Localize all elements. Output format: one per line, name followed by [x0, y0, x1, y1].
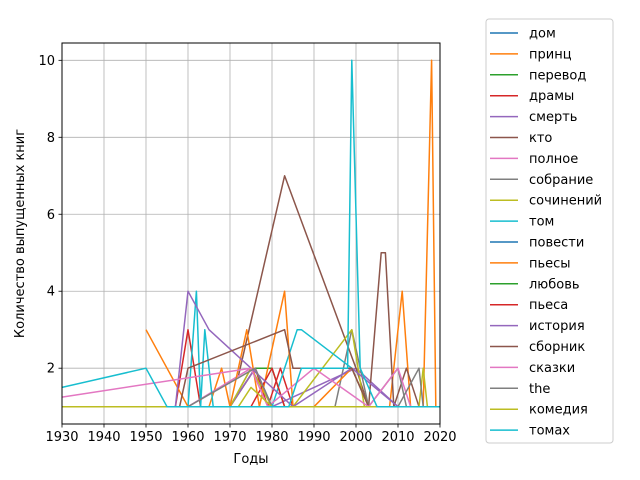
legend-label: драмы — [529, 89, 574, 104]
series-line-томах — [61, 59, 440, 408]
series-line-кто — [237, 175, 440, 408]
legend-label: кто — [529, 131, 552, 146]
legend-label: сочинений — [529, 194, 602, 209]
y-axis-label: Количество выпущенных книг — [13, 129, 28, 338]
x-axis: 1930 1940 1950 1960 1970 1980 1990 2000 2010 2020 — [45, 424, 457, 445]
legend-label: сборник — [529, 340, 585, 355]
legend-label: том — [529, 215, 554, 230]
y-tick-label: 4 — [47, 285, 55, 300]
x-tick-label: 2010 — [381, 430, 414, 445]
series-layer — [61, 59, 440, 408]
y-tick-label: 10 — [38, 54, 55, 69]
y-tick-label: 8 — [47, 131, 55, 146]
x-tick-label: 1950 — [129, 430, 162, 445]
legend-label: пьеса — [529, 298, 568, 313]
x-tick-label: 1960 — [171, 430, 204, 445]
legend-label: the — [529, 382, 550, 397]
legend-label: сказки — [529, 361, 575, 376]
x-tick-label: 1970 — [213, 430, 246, 445]
x-axis-label: Годы — [233, 452, 268, 467]
legend-label: томах — [529, 424, 570, 439]
legend-label: комедия — [529, 403, 588, 418]
legend-label: пьесы — [529, 256, 571, 271]
x-tick-label: 2000 — [339, 430, 372, 445]
plot-frame — [61, 42, 441, 425]
legend-label: полное — [529, 152, 578, 167]
y-tick-label: 2 — [47, 362, 55, 377]
legend-box — [485, 18, 614, 444]
series-line-сборник — [62, 328, 440, 408]
x-tick-label: 2020 — [423, 430, 456, 445]
y-axis: 2 4 6 8 10 — [38, 54, 62, 377]
x-tick-label: 1930 — [45, 430, 78, 445]
x-tick-label: 1940 — [87, 430, 120, 445]
y-tick-label: 6 — [47, 208, 55, 223]
legend-label: перевод — [529, 68, 586, 83]
legend-label: история — [529, 319, 585, 334]
series-line-сказки — [61, 367, 440, 408]
legend-label: повести — [529, 236, 584, 251]
x-tick-label: 1990 — [297, 430, 330, 445]
legend-label: принц — [529, 47, 572, 62]
x-tick-label: 1980 — [255, 430, 288, 445]
series-line-сочинений — [62, 328, 440, 408]
legend-label: любовь — [529, 277, 580, 292]
legend-label: смерть — [529, 110, 577, 125]
legend-label: собрание — [529, 173, 593, 188]
legend: дом принц перевод драмы смерть кто полное собра… — [485, 18, 614, 444]
legend-label: дом — [529, 27, 556, 42]
